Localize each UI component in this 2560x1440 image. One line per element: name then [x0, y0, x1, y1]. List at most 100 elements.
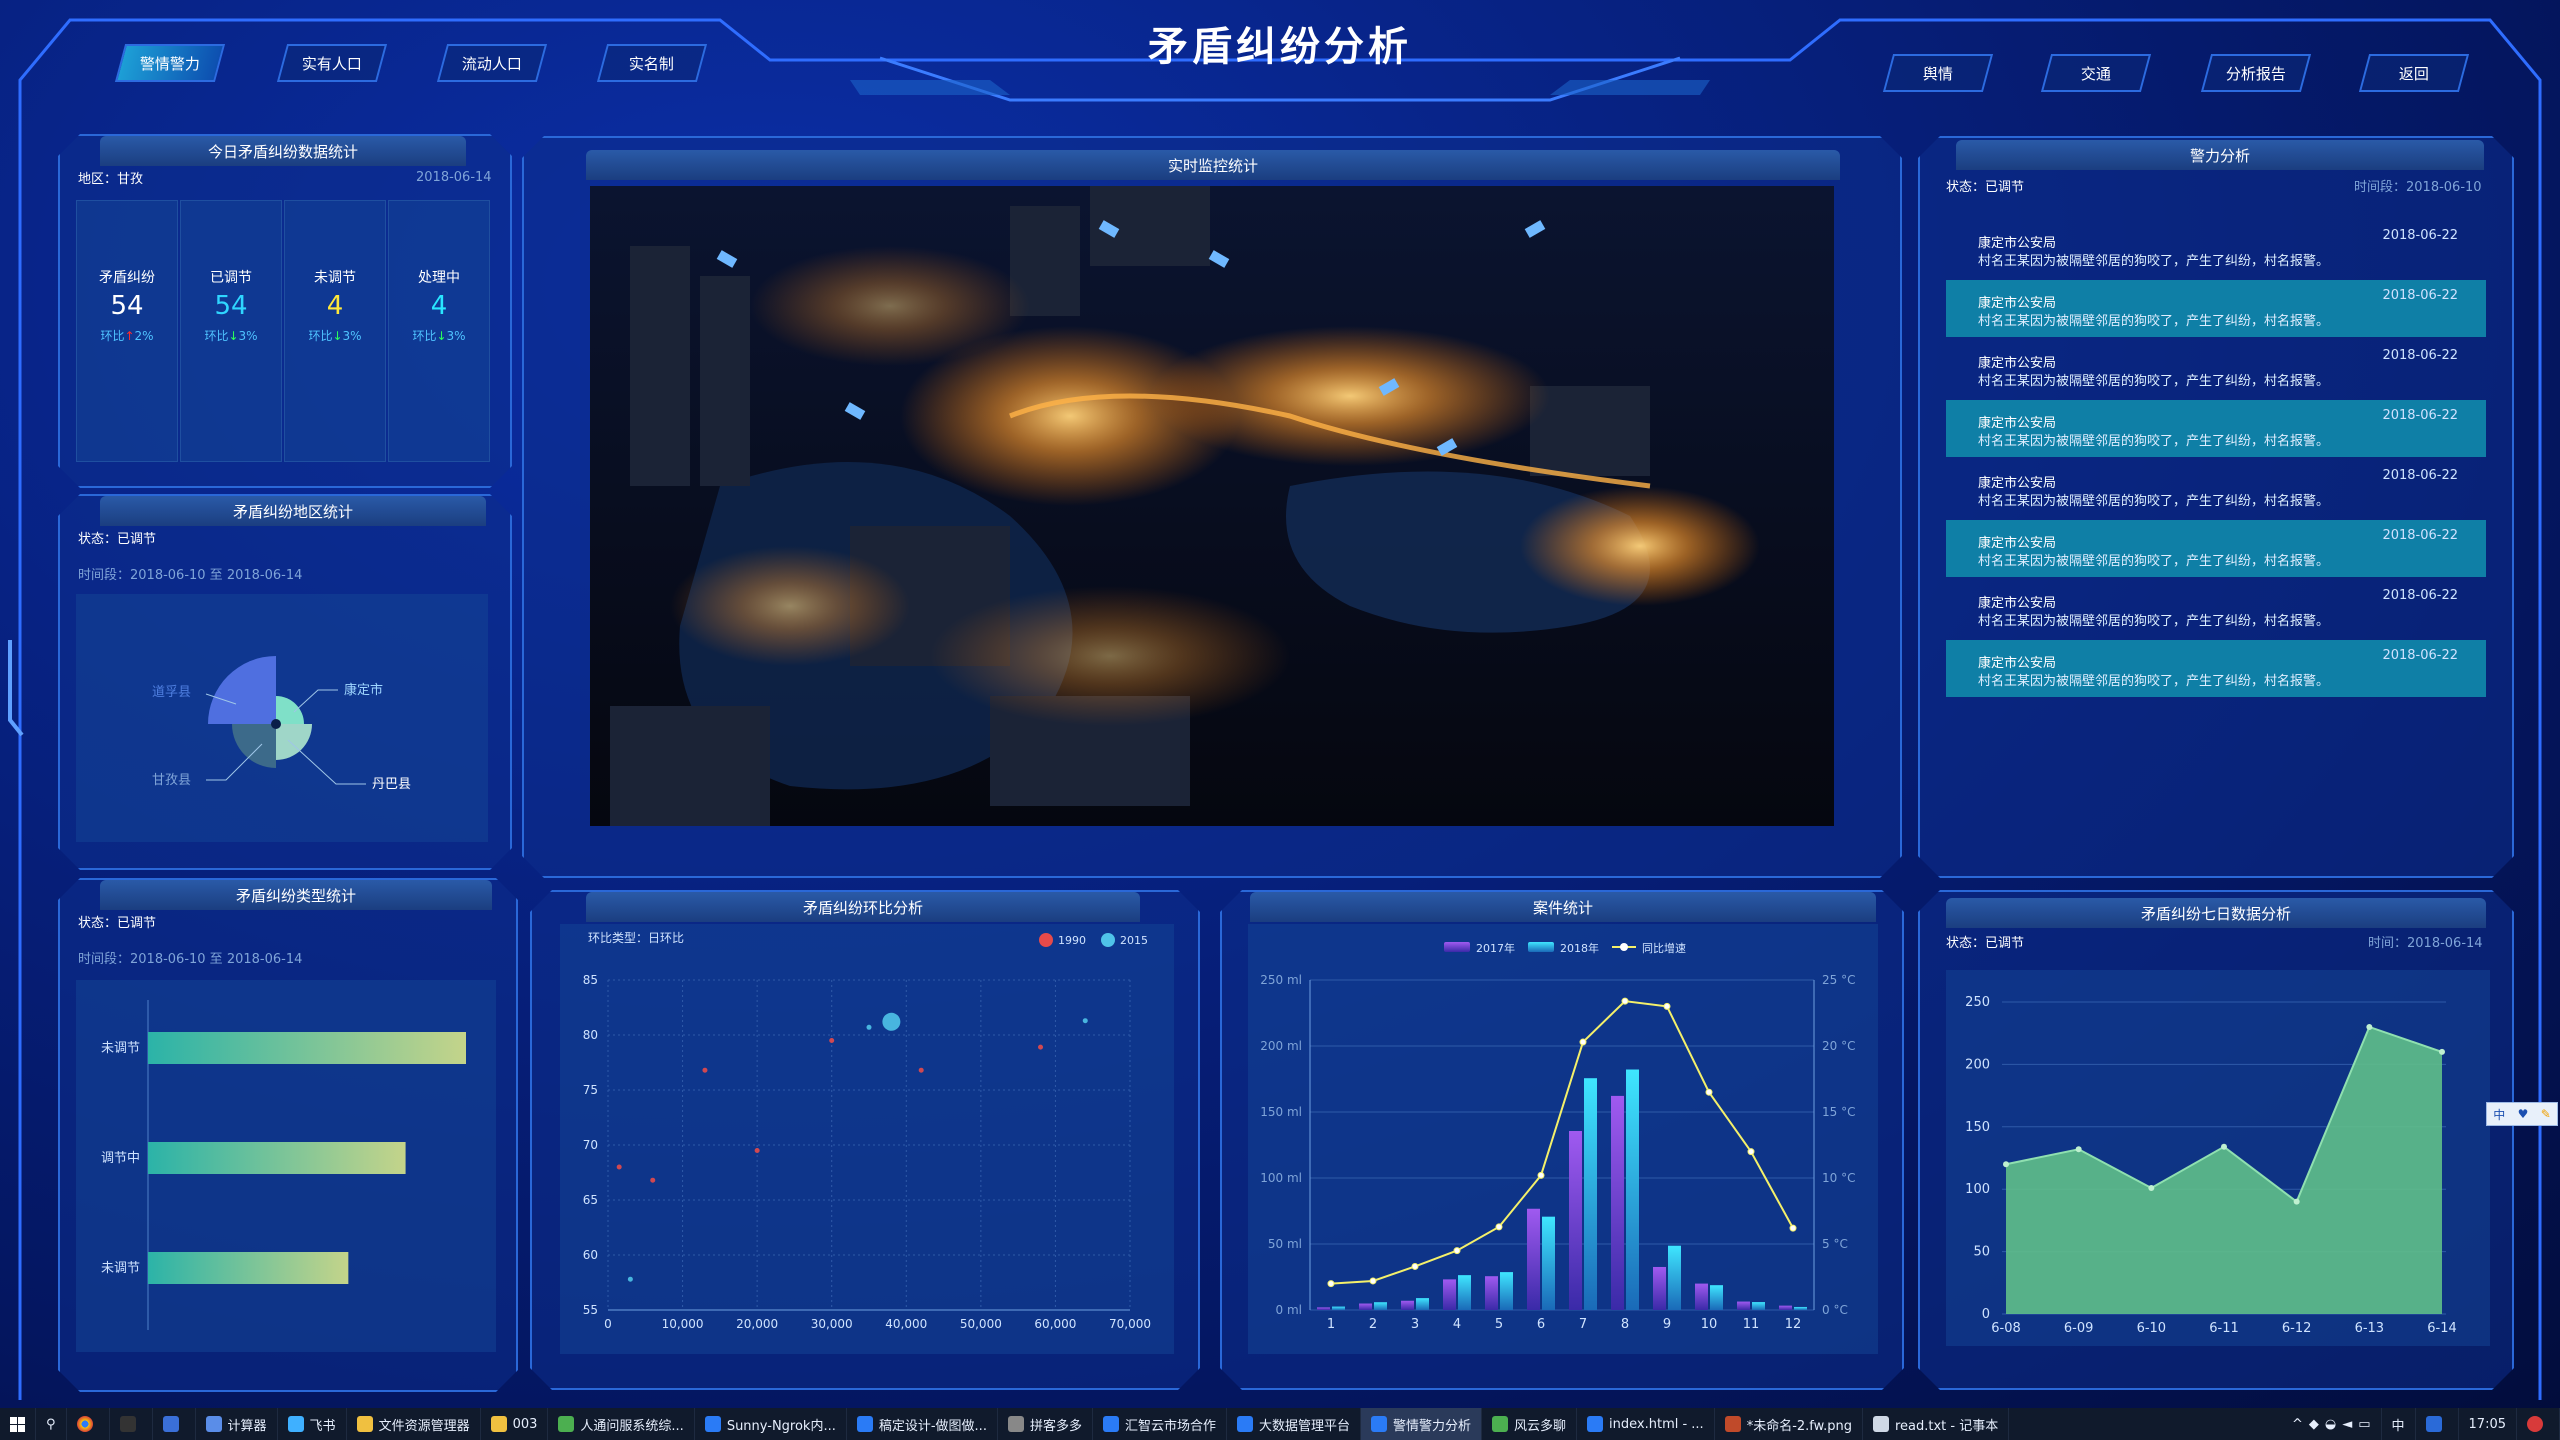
- taskbar-item[interactable]: 计算器: [196, 1408, 278, 1440]
- app-icon: [1492, 1416, 1509, 1432]
- taskbar-item-label: 飞书: [309, 1418, 336, 1434]
- pie-center: [271, 719, 281, 729]
- y-tick-label: 50 ml: [1268, 1237, 1302, 1251]
- taskbar-item[interactable]: *未命名-2.fw.png: [1715, 1408, 1863, 1440]
- x-tick-label: 1: [1327, 1317, 1335, 1332]
- app-icon: [1724, 1416, 1741, 1432]
- taskbar-item[interactable]: index.html - ...: [1577, 1408, 1715, 1440]
- bar-2018: [1500, 1272, 1513, 1310]
- alarm-message: 村名王某因为被隔壁邻居的狗咬了，产生了纠纷，村名报警。: [1978, 314, 2330, 329]
- nav-tab-realname[interactable]: 实名制: [596, 44, 708, 82]
- y-tick-label: 85: [583, 973, 598, 987]
- bar-2017: [1737, 1301, 1750, 1310]
- x-tick-label: 50,000: [960, 1317, 1002, 1331]
- alarm-list-item[interactable]: 康定市公安局 村名王某因为被隔壁邻居的狗咬了，产生了纠纷，村名报警。 2018-06…: [1946, 640, 2486, 697]
- taskbar-item[interactable]: 拼客多多: [998, 1408, 1093, 1440]
- nav-back-button[interactable]: 返回: [2358, 54, 2470, 92]
- x-tick-label: 20,000: [736, 1317, 778, 1331]
- start-button[interactable]: [0, 1408, 36, 1440]
- nav-tab-police[interactable]: 警情警力: [114, 44, 226, 82]
- nav-tab-traffic[interactable]: 交通: [2040, 54, 2152, 92]
- taskbar-item[interactable]: 风云多聊: [1482, 1408, 1578, 1440]
- stat-disputes: 矛盾纠纷 54 环比↑2%: [76, 200, 178, 462]
- app-icon: [1102, 1416, 1119, 1432]
- alarm-date: 2018-06-22: [2382, 408, 2458, 423]
- stat-processing: 处理中 4 环比↓3%: [388, 200, 490, 462]
- y-tick-label: 200 ml: [1260, 1039, 1302, 1053]
- bar-2018: [1668, 1245, 1681, 1310]
- scatter-point: [616, 1164, 622, 1170]
- nav-tab-opinion[interactable]: 舆情: [1882, 54, 1994, 92]
- taskbar-app-button[interactable]: [153, 1408, 196, 1440]
- ime-floating-toolbar[interactable]: 中 ♥ ✎: [2486, 1102, 2558, 1126]
- line-point: [1327, 1280, 1335, 1288]
- alarm-list-item[interactable]: 康定市公安局 村名王某因为被隔壁邻居的狗咬了，产生了纠纷，村名报警。 2018-06…: [1946, 460, 2486, 517]
- taskbar-item-label: *未命名-2.fw.png: [1746, 1418, 1852, 1434]
- nav-tab-floating[interactable]: 流动人口: [436, 44, 548, 82]
- taskbar-item[interactable]: 飞书: [278, 1408, 347, 1440]
- alarm-date: 2018-06-22: [2382, 528, 2458, 543]
- x-tick-label: 6-10: [2137, 1321, 2167, 1336]
- today-region: 地区：甘孜: [78, 172, 144, 187]
- region-period: 时间段：2018-06-10 至 2018-06-14: [78, 568, 303, 583]
- alarm-list-item[interactable]: 康定市公安局 村名王某因为被隔壁邻居的狗咬了，产生了纠纷，村名报警。 2018-06…: [1946, 520, 2486, 577]
- taskbar-item[interactable]: 稿定设计-做图做...: [847, 1408, 998, 1440]
- taskbar-search-button[interactable]: ⚲: [36, 1408, 67, 1440]
- y-tick-label: 100 ml: [1260, 1171, 1302, 1185]
- bar-2018: [1794, 1306, 1807, 1310]
- taskbar-item[interactable]: Sunny-Ngrok内...: [695, 1408, 847, 1440]
- alarm-date: 2018-06-22: [2382, 348, 2458, 363]
- legend-label: 同比增速: [1642, 941, 1686, 955]
- taskbar-item[interactable]: 警情警力分析: [1361, 1408, 1483, 1440]
- taskbar-app-button[interactable]: [110, 1408, 153, 1440]
- taskbar-item[interactable]: 大数据管理平台: [1227, 1408, 1361, 1440]
- ratio-title: 矛盾纠纷环比分析: [586, 892, 1140, 922]
- taskbar-chrome-button[interactable]: [67, 1408, 110, 1440]
- bar: [148, 1032, 466, 1064]
- y-tick-label: 0 ml: [1276, 1303, 1302, 1317]
- scatter-point: [829, 1038, 835, 1043]
- taskbar-item[interactable]: 003: [481, 1408, 549, 1440]
- x-tick-label: 2: [1369, 1317, 1377, 1332]
- nav-tab-population[interactable]: 实有人口: [276, 44, 388, 82]
- pie-slice: [232, 724, 276, 768]
- bar: [148, 1252, 349, 1284]
- tray-icon[interactable]: [2416, 1408, 2459, 1440]
- pie-label: 康定市: [344, 682, 383, 698]
- taskbar-item[interactable]: 汇智云市场合作: [1093, 1408, 1227, 1440]
- clock[interactable]: 17:05: [2459, 1408, 2517, 1440]
- taskbar-item[interactable]: read.txt - 记事本: [1863, 1408, 2010, 1440]
- ime-indicator[interactable]: 中: [2382, 1408, 2416, 1440]
- tray-icons[interactable]: ^ ◆ ◒ ◄ ▭: [2282, 1408, 2382, 1440]
- police-status: 状态：已调节: [1946, 180, 2025, 195]
- ime-skin-icon: ♥: [2517, 1107, 2529, 1121]
- alarm-list-item[interactable]: 康定市公安局 村名王某因为被隔壁邻居的狗咬了，产生了纠纷，村名报警。 2018-06…: [1946, 340, 2486, 397]
- keyboard-icon: ▭: [2358, 1416, 2371, 1432]
- y-tick-label: 200: [1965, 1057, 1990, 1072]
- x-tick-label: 10: [1701, 1317, 1718, 1332]
- taskbar-item[interactable]: 人通问服系统综...: [548, 1408, 695, 1440]
- pie-label: 甘孜县: [152, 773, 191, 788]
- type-period: 时间段：2018-06-10 至 2018-06-14: [78, 952, 303, 967]
- legend-label: 2015: [1120, 934, 1148, 947]
- y-tick-label: 65: [583, 1193, 598, 1207]
- pie-label-line: [206, 743, 263, 781]
- scatter-point: [866, 1024, 872, 1030]
- taskbar-item[interactable]: 文件资源管理器: [347, 1408, 481, 1440]
- nav-tab-report[interactable]: 分析报告: [2200, 54, 2312, 92]
- alarm-list-item[interactable]: 康定市公安局 村名王某因为被隔壁邻居的狗咬了，产生了纠纷，村名报警。 2018-06…: [1946, 280, 2486, 337]
- y2-tick-label: 25 °C: [1822, 973, 1855, 987]
- alarm-list-item[interactable]: 康定市公安局 村名王某因为被隔壁邻居的狗咬了，产生了纠纷，村名报警。 2018-06…: [1946, 400, 2486, 457]
- alarm-list-item[interactable]: 康定市公安局 村名王某因为被隔壁邻居的狗咬了，产生了纠纷，村名报警。 2018-06…: [1946, 220, 2486, 277]
- x-tick-label: 6-09: [2064, 1321, 2094, 1336]
- police-panel: [1918, 136, 2514, 878]
- bar-2018: [1752, 1302, 1765, 1310]
- pie-slice: [276, 696, 304, 724]
- line-point: [1495, 1223, 1503, 1231]
- alarm-list-item[interactable]: 康定市公安局 村名王某因为被隔壁邻居的狗咬了，产生了纠纷，村名报警。 2018-06…: [1946, 580, 2486, 637]
- line-point: [1747, 1148, 1755, 1156]
- monitor-video-feed[interactable]: [590, 186, 1834, 826]
- windows-icon: [10, 1416, 25, 1432]
- app-icon: [558, 1416, 575, 1432]
- notification-icon[interactable]: [2517, 1408, 2560, 1440]
